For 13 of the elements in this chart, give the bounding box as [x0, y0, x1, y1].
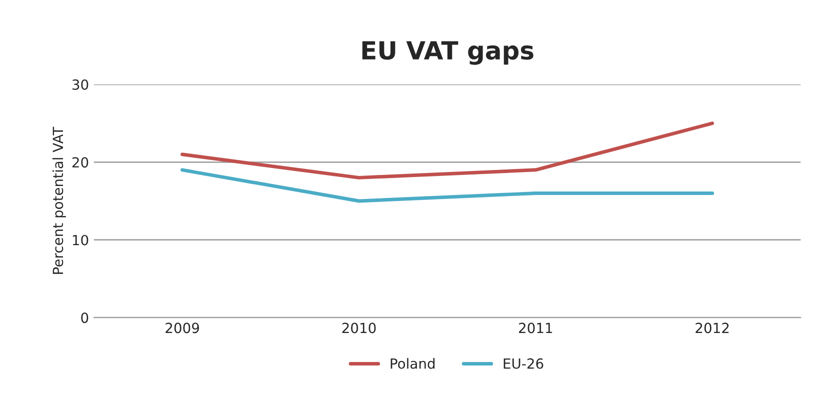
x-tick-label: 2012: [696, 322, 729, 334]
x-tick-label: 2010: [342, 322, 376, 334]
legend-label: Poland: [390, 358, 435, 369]
x-tick-label: 2009: [166, 322, 199, 334]
y-tick-label: 20: [72, 157, 88, 168]
y-axis-title: Percent potential VAT: [52, 126, 66, 274]
chart-title: EU VAT gaps: [362, 41, 534, 65]
legend-label: EU-26: [504, 358, 544, 369]
y-tick-label: 30: [72, 79, 88, 90]
y-tick-label: 10: [72, 234, 88, 246]
y-tick-label: 0: [81, 312, 88, 324]
x-tick-label: 2011: [518, 322, 552, 334]
line-series: [180, 122, 714, 180]
